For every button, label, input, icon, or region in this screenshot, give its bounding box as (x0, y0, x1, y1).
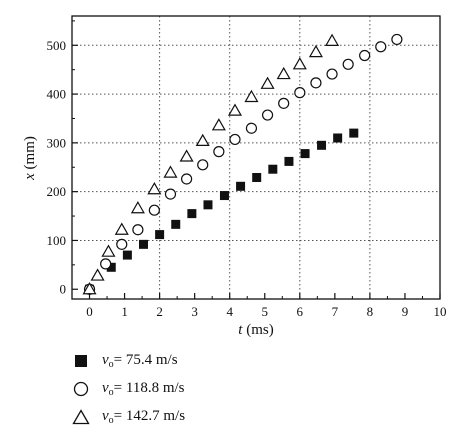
circle-point (164, 188, 177, 200)
triangle-point (130, 201, 145, 214)
square-point (252, 173, 262, 183)
x-tick-label: 9 (402, 304, 409, 319)
circle-point (245, 122, 258, 134)
square-point (349, 128, 359, 138)
triangle-point (227, 103, 243, 116)
square-point (333, 133, 343, 143)
square-point (187, 209, 197, 219)
triangle-point (147, 182, 162, 195)
square-point (203, 200, 213, 210)
square-point (171, 219, 181, 229)
x-axis-title: t (ms) (238, 322, 273, 338)
x-tick-label: 10 (434, 304, 447, 319)
circle-point (391, 33, 403, 46)
triangle-point (325, 33, 340, 46)
plot-frame (71, 15, 441, 300)
legend: vo= 75.4 m/s vo= 118.8 m/s vo= 142.7 m/s (70, 347, 185, 431)
circle-point (100, 258, 112, 270)
square-point (284, 156, 294, 166)
circle-point (132, 224, 144, 236)
legend-label: vo= 75.4 m/s (102, 352, 178, 370)
triangle-point (90, 268, 105, 281)
y-tick-label: 100 (47, 233, 67, 248)
y-axis-title: x (mm) (22, 136, 38, 181)
y-axis-ticks: 0 100 200 300 400 500 (47, 20, 78, 297)
square-point (219, 191, 229, 201)
square-point (122, 250, 132, 260)
circle-point (342, 58, 354, 70)
series-square (85, 128, 359, 294)
triangle-point (292, 57, 307, 70)
triangle-point (244, 89, 259, 103)
x-tick-label: 0 (86, 304, 93, 319)
triangle-point (308, 44, 323, 58)
circle-point (181, 173, 193, 185)
square-point (236, 181, 246, 191)
circle-point (148, 204, 160, 216)
x-tick-label: 3 (191, 304, 198, 319)
legend-item: vo= 142.7 m/s (70, 403, 185, 431)
triangle-point (276, 66, 291, 80)
x-tick-label: 8 (367, 304, 374, 319)
legend-item: vo= 75.4 m/s (70, 347, 185, 375)
triangle-point (211, 118, 226, 131)
grid-lines (72, 16, 440, 299)
triangle-point (195, 133, 210, 147)
circle-point (197, 159, 209, 171)
circle-point (310, 77, 322, 89)
x-tick-label: 1 (121, 304, 128, 319)
triangle-point (163, 165, 178, 178)
circle-point (326, 68, 338, 80)
circle-marker-icon (70, 381, 92, 397)
circle-point (278, 97, 290, 109)
x-tick-label: 2 (156, 304, 163, 319)
square-point (155, 230, 165, 240)
triangle-point (101, 244, 116, 257)
triangle-point (260, 76, 275, 89)
square-point (106, 262, 116, 272)
series-triangle (82, 33, 340, 295)
triangle-marker-icon (70, 409, 92, 425)
square-point (300, 149, 310, 159)
series-circle (83, 33, 403, 295)
x-tick-label: 5 (262, 304, 269, 319)
square-marker-icon (70, 354, 92, 368)
circle-point (375, 41, 387, 53)
triangle-point (179, 149, 194, 162)
x-axis-ticks: 0 1 2 3 4 5 6 7 8 9 10 (71, 293, 447, 319)
circle-point (261, 109, 274, 121)
square-point (268, 164, 278, 174)
circle-point (213, 146, 225, 158)
legend-label: vo= 142.7 m/s (102, 408, 186, 426)
triangle-point (114, 222, 129, 235)
y-tick-label: 400 (47, 87, 67, 102)
square-point (138, 239, 148, 249)
y-tick-label: 0 (60, 282, 67, 297)
x-tick-label: 4 (226, 304, 233, 319)
y-tick-label: 200 (47, 184, 67, 199)
y-tick-label: 300 (47, 135, 67, 150)
legend-label: vo= 118.8 m/s (102, 380, 185, 398)
circle-point (294, 87, 306, 99)
square-point (317, 140, 327, 150)
scatter-chart: 0 1 2 3 4 5 6 7 8 9 10 0 100 200 300 400 500 t (ms) x (… (22, 15, 447, 338)
circle-point (229, 133, 241, 146)
x-tick-label: 7 (332, 304, 339, 319)
x-tick-label: 6 (297, 304, 304, 319)
legend-item: vo= 118.8 m/s (70, 375, 185, 403)
circle-point (359, 49, 371, 62)
y-tick-label: 500 (47, 38, 67, 53)
circle-point (116, 238, 128, 250)
